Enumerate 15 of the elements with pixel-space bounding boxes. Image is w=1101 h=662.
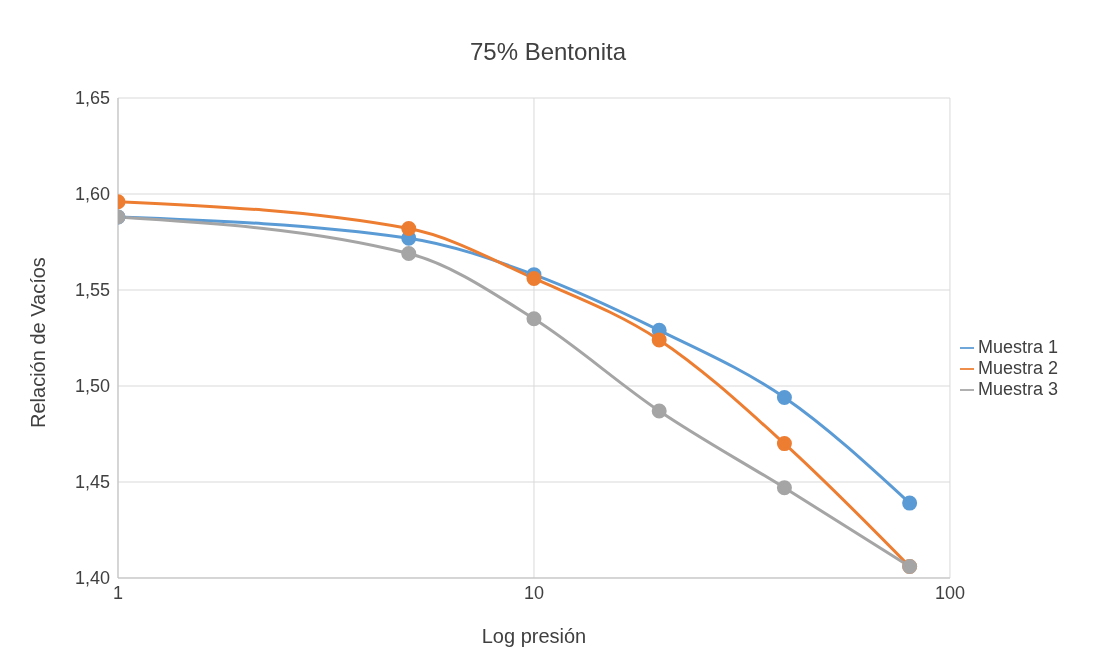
x-axis-title: Log presión	[481, 625, 587, 647]
y-tick-label: 1,50	[74, 376, 110, 397]
y-tick-label: 1,60	[74, 184, 110, 205]
y-tick-label: 1,65	[74, 88, 110, 109]
legend-label: Muestra 1	[977, 336, 1058, 357]
x-tick-label: 100	[934, 582, 965, 603]
y-tick-label: 1,55	[74, 280, 110, 301]
y-tick-label: 1,45	[74, 472, 110, 493]
legend-label: Muestra 2	[977, 357, 1058, 378]
y-axis-title: Relación de Vacíos	[27, 257, 50, 428]
x-tick-label: 10	[523, 582, 544, 603]
y-tick-label: 1,40	[74, 568, 110, 589]
legend-label: Muestra 3	[977, 378, 1058, 399]
chart-title: 75% Bentonita	[468, 37, 628, 67]
x-tick-label: 1	[112, 582, 124, 603]
